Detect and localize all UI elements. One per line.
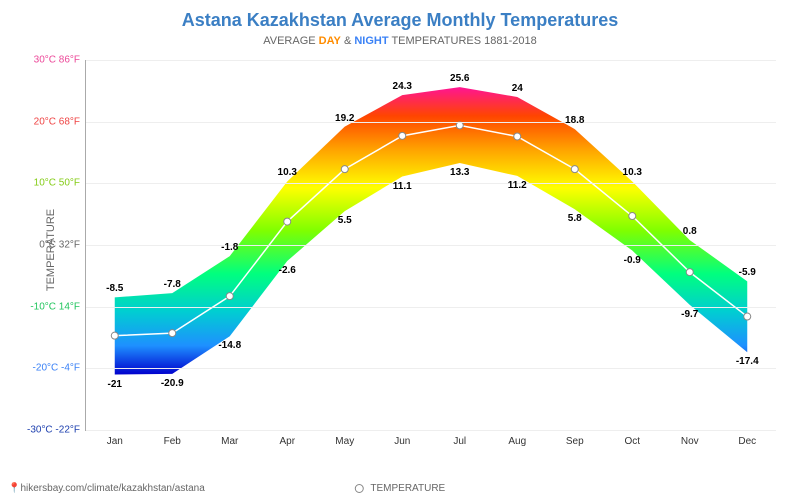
x-tick-label: Feb [164,430,181,447]
high-value-label: 18.8 [565,115,584,126]
gridline [86,122,776,123]
avg-marker [514,133,521,140]
avg-marker [686,269,693,276]
y-tick-label: -30°C -22°F [27,425,86,436]
gridline [86,245,776,246]
gridline [86,368,776,369]
plot-area: 30°C 86°F20°C 68°F10°C 50°F0°C 32°F-10°C… [85,60,776,431]
high-value-label: -7.8 [164,279,181,290]
y-tick-label: -20°C -4°F [33,363,86,374]
low-value-label: -9.7 [681,309,698,320]
avg-marker [744,313,751,320]
low-value-label: 5.5 [338,215,352,226]
legend-label: TEMPERATURE [370,483,445,494]
low-value-label: 5.8 [568,213,582,224]
avg-marker [399,132,406,139]
chart-subtitle: AVERAGE DAY & NIGHT TEMPERATURES 1881-20… [0,35,800,47]
source-url: hikersbay.com/climate/kazakhstan/astana [20,483,204,494]
avg-marker [226,293,233,300]
y-tick-label: 10°C 50°F [34,178,86,189]
low-value-label: -14.8 [218,340,241,351]
gridline [86,60,776,61]
gridline [86,430,776,431]
avg-marker [169,330,176,337]
avg-marker [456,122,463,129]
avg-marker [341,166,348,173]
high-value-label: 19.2 [335,113,354,124]
low-value-label: -21 [108,379,122,390]
source-link[interactable]: 📍hikersbay.com/climate/kazakhstan/astana [8,483,205,494]
chart-title: Astana Kazakhstan Average Monthly Temper… [0,0,800,31]
chart-container: Astana Kazakhstan Average Monthly Temper… [0,0,800,500]
avg-marker [571,166,578,173]
avg-marker [284,218,291,225]
subtitle-prefix: AVERAGE [263,35,315,47]
high-value-label: 25.6 [450,73,469,84]
low-value-label: -20.9 [161,378,184,389]
low-value-label: -0.9 [624,255,641,266]
y-tick-label: -10°C 14°F [30,301,86,312]
high-value-label: -8.5 [106,283,123,294]
high-value-label: 10.3 [623,167,642,178]
x-tick-label: Jul [453,430,466,447]
x-tick-label: Oct [624,430,640,447]
high-value-label: 24.3 [393,81,412,92]
subtitle-night: NIGHT [354,35,388,47]
low-value-label: 13.3 [450,167,469,178]
subtitle-amp: & [344,35,351,47]
subtitle-day: DAY [319,35,341,47]
low-value-label: -17.4 [736,356,759,367]
high-value-label: 24 [512,83,523,94]
x-tick-label: Jan [107,430,123,447]
high-value-label: 0.8 [683,226,697,237]
y-tick-label: 20°C 68°F [34,116,86,127]
subtitle-suffix: TEMPERATURES 1881-2018 [391,35,536,47]
gridline [86,307,776,308]
x-tick-label: Mar [221,430,238,447]
x-tick-label: May [335,430,354,447]
x-tick-label: Apr [279,430,295,447]
legend-marker-icon [355,484,364,493]
x-tick-label: Dec [738,430,756,447]
gridline [86,183,776,184]
high-value-label: -5.9 [739,267,756,278]
low-value-label: 11.2 [508,180,527,191]
avg-marker [111,332,118,339]
pin-icon: 📍 [8,483,20,494]
y-tick-label: 0°C 32°F [39,240,86,251]
high-value-label: 10.3 [278,167,297,178]
low-value-label: -2.6 [279,265,296,276]
legend: TEMPERATURE [355,483,445,494]
high-value-label: -1.8 [221,242,238,253]
low-value-label: 11.1 [393,181,412,192]
x-tick-label: Aug [508,430,526,447]
x-tick-label: Jun [394,430,410,447]
x-tick-label: Sep [566,430,584,447]
avg-marker [629,213,636,220]
x-tick-label: Nov [681,430,699,447]
y-tick-label: 30°C 86°F [34,55,86,66]
